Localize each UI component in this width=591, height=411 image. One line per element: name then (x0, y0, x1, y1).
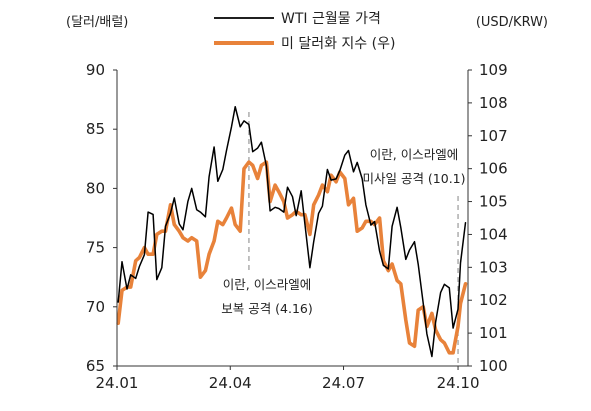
right-tick-label: 106 (479, 160, 508, 178)
right-tick-label: 104 (479, 225, 508, 243)
right-tick-label: 108 (479, 94, 508, 112)
legend: WTI 근월물 가격미 달러화 지수 (우) (214, 11, 395, 52)
left-tick-label: 65 (86, 357, 105, 375)
left-axis-unit: (달러/배럴) (66, 15, 128, 30)
left-tick-label: 75 (86, 239, 105, 257)
right-tick-label: 102 (479, 291, 508, 309)
left-tick-label: 70 (86, 298, 105, 316)
series-lines (116, 105, 468, 358)
x-tick-label: 24.10 (437, 374, 480, 392)
right-tick-label: 100 (479, 357, 508, 375)
axes (113, 69, 472, 370)
right-tick-label: 105 (479, 193, 508, 211)
x-tick-label: 24.01 (96, 374, 139, 392)
x-tick-label: 24.04 (209, 374, 252, 392)
dollar-index-line (116, 160, 468, 355)
right-tick-label: 101 (479, 324, 508, 342)
annotation-text: 이란, 이스라엘에 (223, 277, 311, 292)
left-tick-label: 90 (86, 61, 105, 79)
left-tick-label: 80 (86, 179, 105, 197)
event-markers (248, 112, 459, 366)
annotation-text: 이란, 이스라엘에 (370, 147, 458, 162)
annotation-text: 미사일 공격 (10.1) (362, 171, 465, 186)
annotation-text: 보복 공격 (4.16) (221, 301, 313, 316)
x-tick-label: 24.07 (322, 374, 365, 392)
legend-label: WTI 근월물 가격 (281, 11, 381, 27)
legend-label: 미 달러화 지수 (우) (281, 36, 395, 52)
right-axis-unit: (USD/KRW) (476, 15, 548, 30)
right-tick-label: 107 (479, 127, 508, 145)
right-tick-label: 109 (479, 61, 508, 79)
tick-labels: 65 70 75 80 85 90 100 101 102 103 104 105 106 107 108 1… (66, 15, 548, 392)
right-tick-label: 103 (479, 258, 508, 276)
wti-price-line (117, 105, 467, 358)
left-tick-label: 85 (86, 120, 105, 138)
